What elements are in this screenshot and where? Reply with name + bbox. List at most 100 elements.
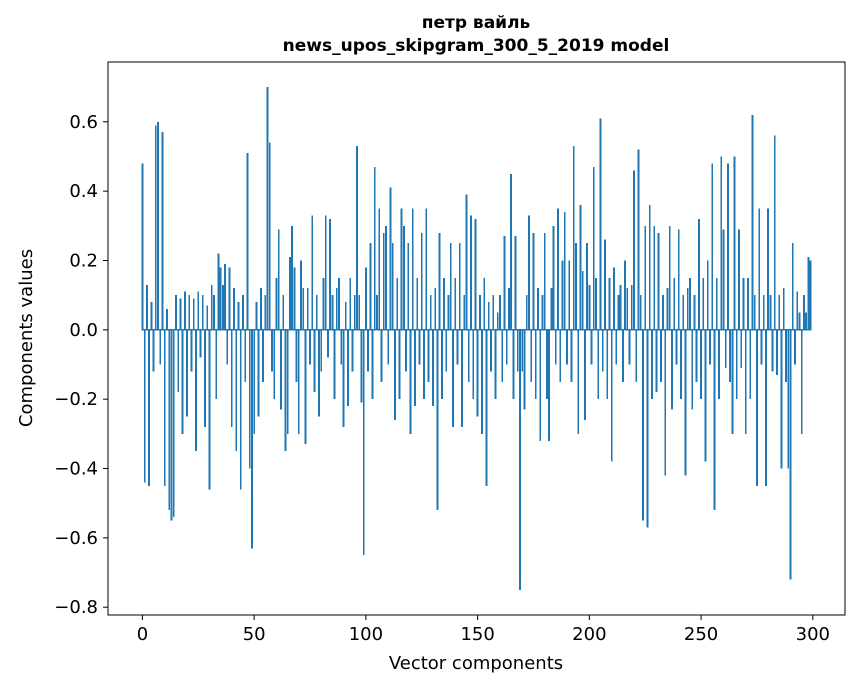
bar (190, 329, 193, 372)
bar (186, 329, 188, 417)
bar (637, 149, 640, 330)
bar (253, 329, 256, 434)
bar (791, 243, 794, 330)
bar (581, 270, 584, 330)
bar (280, 329, 282, 410)
bar (762, 295, 765, 330)
bar (219, 267, 222, 330)
bar (653, 225, 656, 330)
bar (597, 329, 600, 400)
bar (268, 142, 271, 330)
bar (340, 329, 343, 365)
bar (778, 295, 781, 330)
bar (358, 295, 361, 330)
bar (172, 329, 175, 518)
bar (735, 329, 738, 400)
bar (313, 329, 316, 393)
x-axis-label: Vector components (389, 653, 563, 674)
bar (700, 329, 702, 400)
bar (646, 329, 649, 528)
bar (586, 243, 589, 330)
bar (197, 291, 200, 330)
bar (396, 277, 399, 330)
bar (364, 267, 367, 330)
bar (476, 329, 479, 417)
bar (697, 218, 700, 330)
bar (271, 329, 273, 372)
bar (145, 284, 148, 330)
bar (257, 329, 260, 417)
bar (733, 156, 736, 330)
y-tick-label: 0.6 (69, 112, 98, 133)
bar (695, 329, 698, 382)
bar (436, 329, 439, 511)
bar (320, 329, 323, 372)
bar (771, 329, 774, 372)
bar (300, 260, 302, 330)
bar (179, 298, 182, 330)
bar (628, 329, 631, 365)
bar (738, 229, 740, 330)
bar (588, 284, 591, 330)
bar (275, 277, 278, 330)
bar (617, 295, 620, 330)
bar (438, 232, 441, 330)
bar (458, 243, 461, 330)
bar (318, 329, 320, 417)
bar (800, 329, 803, 434)
bar (550, 288, 553, 330)
bar (749, 329, 752, 400)
bar (163, 329, 166, 486)
bar (315, 295, 318, 330)
bar (662, 295, 664, 330)
bar (255, 302, 258, 330)
bar (521, 329, 524, 372)
bar (248, 329, 251, 469)
bar (213, 295, 215, 330)
bar (159, 329, 162, 365)
y-tick-label: −0.4 (54, 459, 98, 480)
bar (385, 225, 387, 330)
bar (291, 225, 294, 330)
bar (369, 243, 372, 330)
x-tick-label: 0 (137, 624, 148, 645)
bar (192, 298, 195, 330)
bar (514, 236, 517, 330)
bar (731, 329, 734, 434)
bar (380, 329, 383, 382)
bar (740, 329, 743, 368)
bar (143, 329, 146, 483)
bar (677, 229, 680, 330)
bar (709, 329, 711, 365)
bar (671, 329, 673, 410)
bar (648, 205, 651, 330)
bar (568, 260, 571, 330)
bar (237, 302, 240, 330)
bar (157, 121, 159, 330)
bar (570, 329, 573, 382)
bar (259, 288, 262, 330)
bar (309, 329, 311, 365)
bar (590, 329, 593, 365)
bar (798, 312, 801, 330)
bar (199, 329, 202, 358)
bar (758, 208, 761, 330)
bar (405, 329, 407, 372)
bar (503, 236, 506, 330)
x-tick-label: 300 (796, 624, 830, 645)
bar (599, 118, 602, 330)
bar (523, 329, 526, 410)
bar (711, 163, 714, 330)
bar (327, 329, 329, 358)
bar (463, 295, 466, 330)
bar (496, 312, 499, 330)
bar (177, 329, 180, 393)
bar (510, 173, 513, 330)
bar (367, 329, 370, 372)
bar (548, 329, 551, 441)
bar (747, 277, 749, 330)
bar (295, 329, 298, 382)
bar (621, 329, 624, 382)
bar (490, 329, 492, 372)
